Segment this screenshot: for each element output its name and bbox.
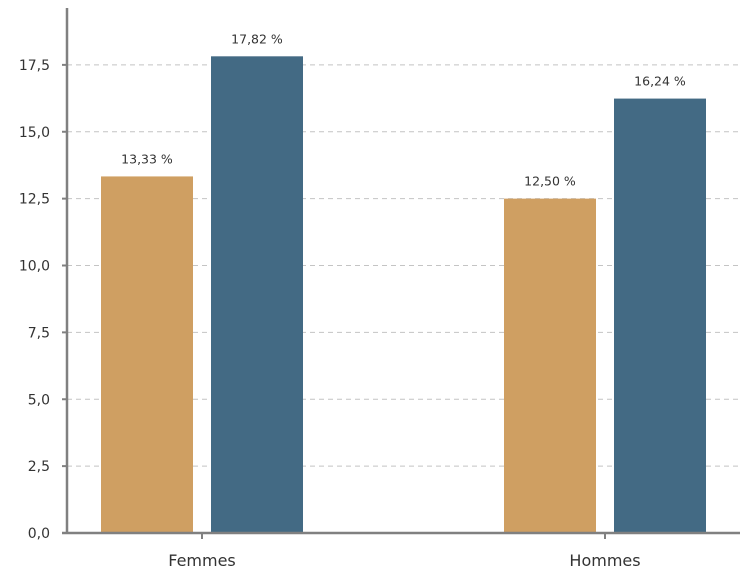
bar [614,98,706,533]
data-label: 12,50 % [524,174,576,189]
x-tick-label: Hommes [569,551,640,570]
y-tick-labels: 0,0 2,5 5,0 7,5 10,0 12,5 15,0 17,5 [19,58,50,542]
y-tick-label: 12,5 [19,192,50,208]
data-label: 13,33 % [121,151,173,166]
bar [504,198,596,533]
data-label: 17,82 % [231,31,283,46]
y-tick-label: 10,0 [19,259,50,275]
bar [211,56,303,533]
data-labels: 13,33 % 12,50 % 17,82 % 16,24 % [121,31,686,188]
y-tick-label: 7,5 [28,325,50,341]
bars [101,56,706,534]
x-tick-label: Femmes [168,551,236,570]
bar [101,176,193,534]
y-tick-label: 17,5 [19,58,50,74]
y-tick-label: 15,0 [19,125,50,141]
x-tick-labels: Femmes Hommes [168,551,640,570]
y-tick-label: 2,5 [28,459,50,475]
y-tick-label: 5,0 [28,392,50,408]
y-tick-label: 0,0 [28,526,50,542]
data-label: 16,24 % [634,74,686,89]
axes [62,8,740,539]
